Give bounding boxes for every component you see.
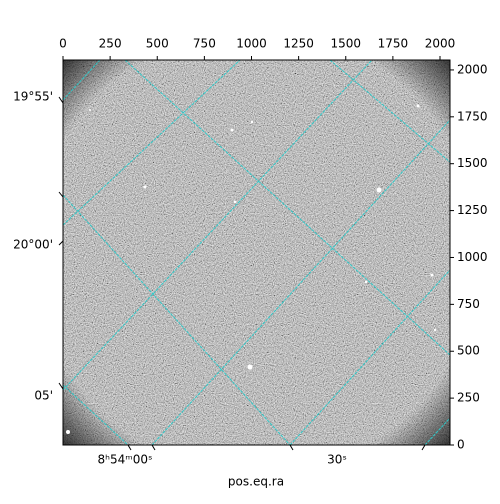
dec-tick (58, 382, 64, 390)
ra-tick (127, 444, 132, 451)
y-tick-label: 1750 (457, 109, 488, 123)
y-tick-label: 1000 (457, 250, 488, 264)
y-tick-label: 1250 (457, 203, 488, 217)
frame (62, 59, 451, 446)
y-tick-label: 250 (457, 391, 480, 405)
x-tick-label: 1000 (236, 37, 267, 51)
x-tick-label: 0 (59, 37, 67, 51)
sky-image (63, 60, 450, 445)
dec-tick (58, 240, 64, 246)
x-tick-label: 1500 (330, 37, 361, 51)
ra-tick (289, 444, 294, 451)
x-axis-label: pos.eq.ra (228, 475, 284, 489)
x-tick-label: 750 (193, 37, 216, 51)
ra-tick (421, 444, 426, 451)
dec-label: 05' (34, 389, 53, 403)
ra-label: 30ˢ (327, 453, 347, 467)
dec-axis: 19°55' 20°00' 05' (13, 90, 64, 403)
ra-axis: 8ʰ54ᵐ00ˢ 30ˢ pos.eq.ra (98, 444, 426, 489)
x-tick-label: 1750 (378, 37, 409, 51)
ra-tick (151, 444, 156, 451)
x-tick-label: 250 (99, 37, 122, 51)
y-tick-label: 1500 (457, 156, 488, 170)
dec-tick (58, 96, 64, 104)
x-tick-label: 1250 (283, 37, 314, 51)
coordinate-grid (62, 59, 451, 446)
dec-tick (58, 191, 64, 198)
y-tick-label: 0 (457, 438, 465, 452)
x-tick-label: 2000 (425, 37, 456, 51)
ra-label: 8ʰ54ᵐ00ˢ (98, 453, 153, 467)
dec-label: 19°55' (13, 90, 53, 104)
x-tick-label: 500 (146, 37, 169, 51)
y-tick-label: 2000 (457, 62, 488, 76)
y-tick-label: 750 (457, 297, 480, 311)
dec-label: 20°00' (13, 238, 53, 252)
y-tick-label: 500 (457, 344, 480, 358)
